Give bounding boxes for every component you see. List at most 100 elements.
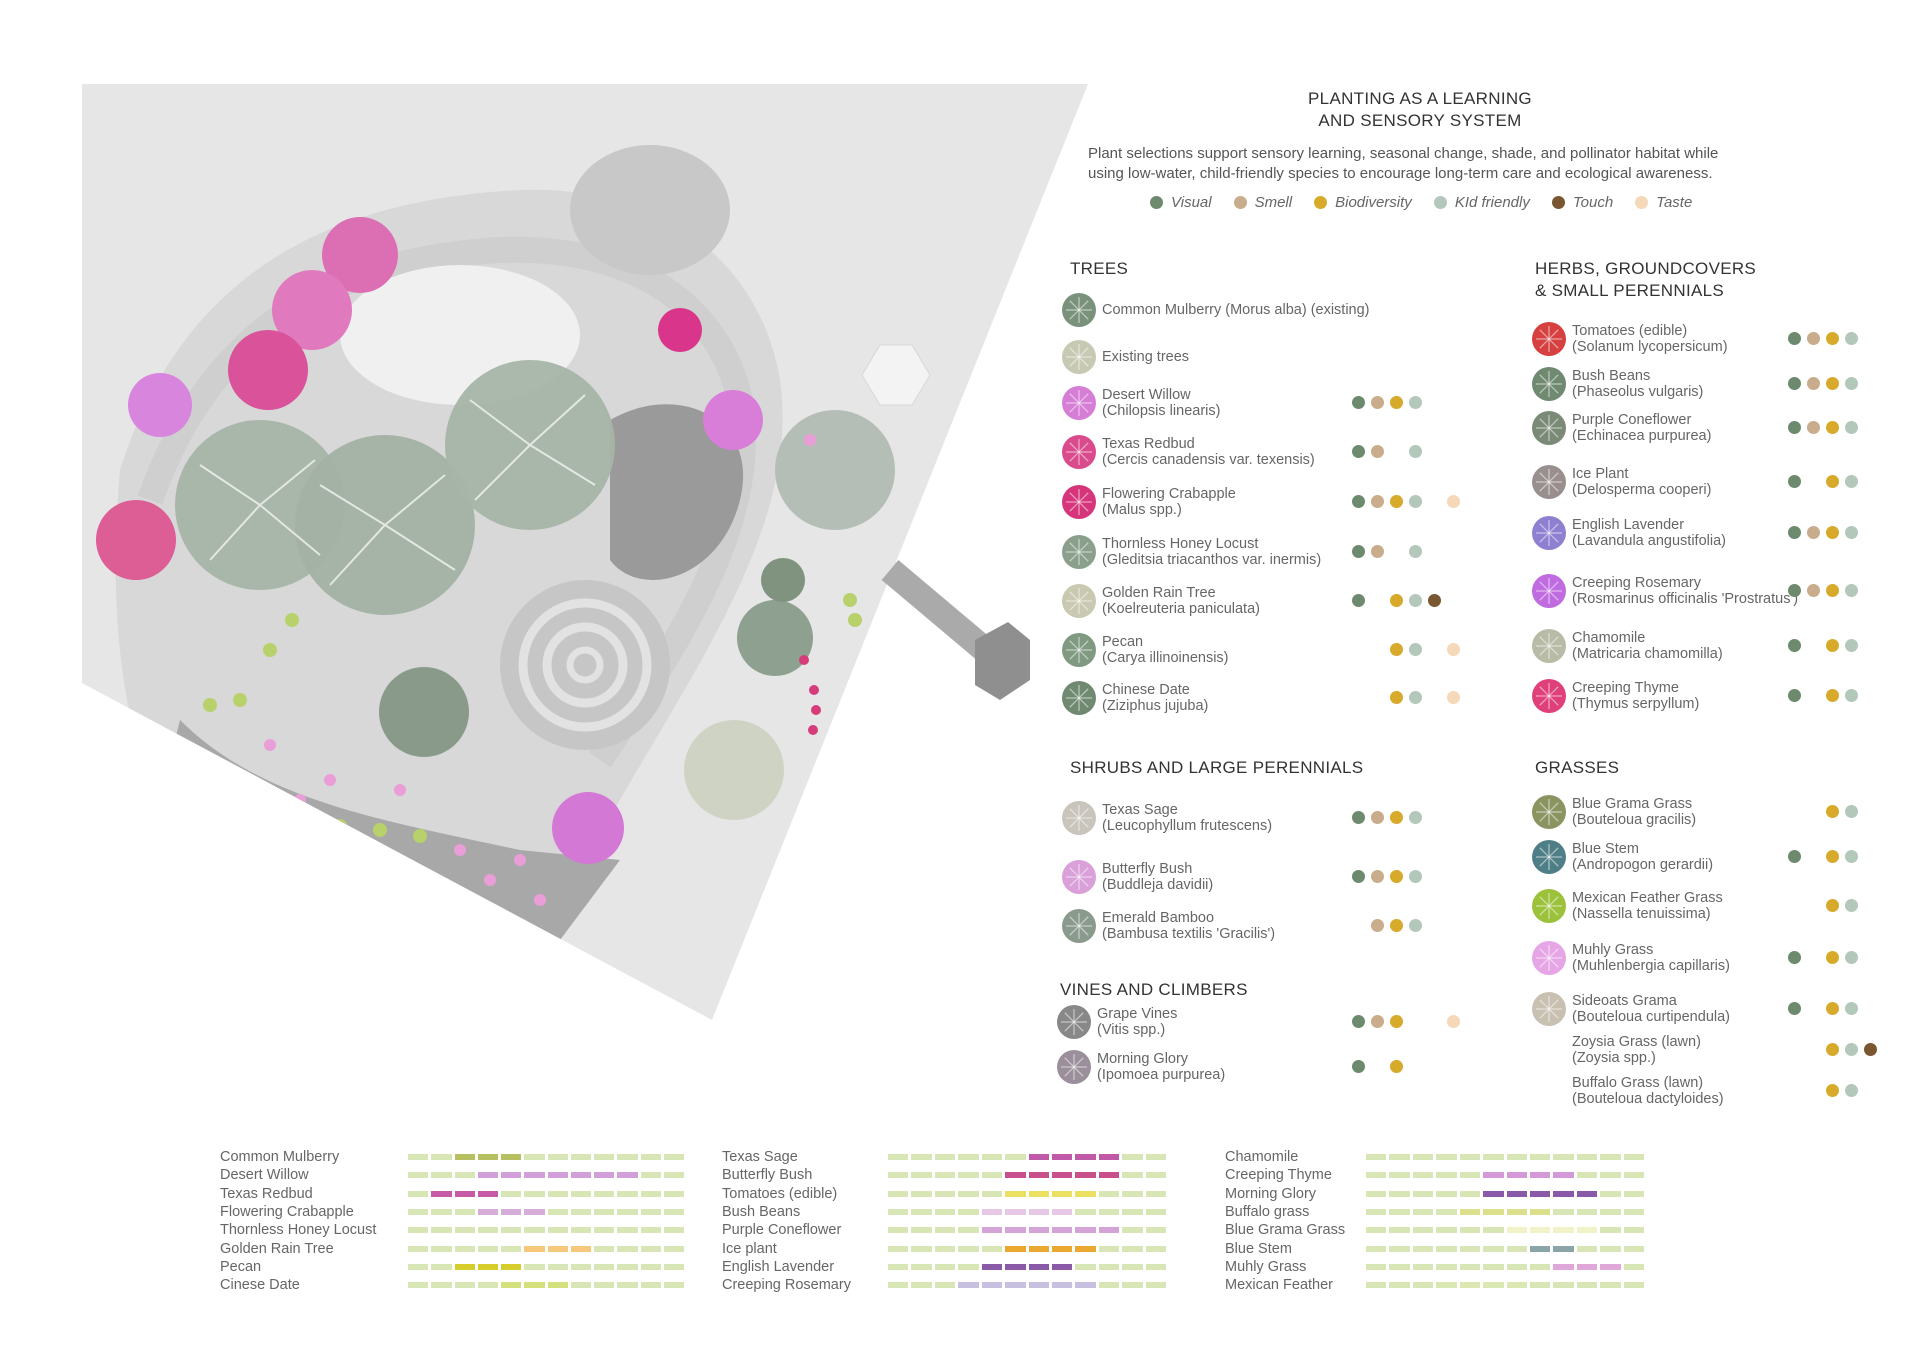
plant-common-name: Pecan xyxy=(1102,634,1144,650)
timeline-month xyxy=(1483,1227,1504,1234)
golden-rain-tree xyxy=(684,720,784,820)
timeline-month xyxy=(1412,1227,1434,1234)
timeline-month xyxy=(911,1208,932,1215)
plant-latin-name: (Ziziphus jujuba) xyxy=(1102,698,1209,714)
plant-latin-name: (Lavandula angustifolia) xyxy=(1572,533,1726,549)
timeline-month xyxy=(431,1190,452,1197)
timeline-month xyxy=(663,1208,684,1215)
timeline-month xyxy=(958,1227,979,1234)
lawn-area xyxy=(570,145,730,275)
legend-label: KId friendly xyxy=(1454,194,1530,211)
sense-dot xyxy=(1845,421,1858,434)
timeline-month xyxy=(958,1263,979,1270)
plant-symbol xyxy=(1062,340,1096,374)
hex-pavilion xyxy=(861,344,931,406)
timeline-month xyxy=(1389,1208,1410,1215)
plant-common-name: Existing trees xyxy=(1102,349,1190,365)
timeline-month xyxy=(1389,1172,1410,1179)
timeline-month xyxy=(1028,1190,1049,1197)
sense-dot xyxy=(1390,594,1403,607)
timeline-month xyxy=(888,1227,909,1234)
timeline-month xyxy=(1389,1227,1410,1234)
plant-entry: Morning Glory (Ipomoea purpurea) xyxy=(1055,1048,1225,1086)
plant-symbol xyxy=(1532,840,1566,874)
timeline-month xyxy=(570,1227,591,1234)
timeline-month xyxy=(431,1245,452,1252)
timeline-month xyxy=(501,1172,522,1179)
title-line: PLANTING AS A LEARNING xyxy=(1308,89,1532,108)
plant-entry: Buffalo Grass (lawn) (Bouteloua dactyloid… xyxy=(1530,1072,1724,1110)
timeline-month xyxy=(408,1190,429,1197)
timeline-month xyxy=(1028,1154,1049,1160)
sense-dot xyxy=(1390,1015,1403,1028)
timeline-month xyxy=(663,1154,684,1160)
timeline-month xyxy=(934,1172,956,1179)
timeline-label: Mexican Feather xyxy=(1225,1277,1333,1294)
plant-common-name: Emerald Bamboo xyxy=(1102,910,1215,926)
sense-dot xyxy=(1845,899,1858,912)
timeline-month xyxy=(524,1263,545,1270)
timeline-month xyxy=(1366,1282,1387,1289)
timeline-month xyxy=(1389,1245,1410,1252)
timeline-label: Thornless Honey Locust xyxy=(220,1222,377,1239)
timeline-bar xyxy=(1366,1154,1645,1160)
timeline-month xyxy=(1459,1172,1481,1179)
timeline-month xyxy=(934,1227,956,1234)
plant-common-name: Purple Coneflower xyxy=(1572,412,1692,428)
plant-name: Thornless Honey Locust (Gleditsia triacan… xyxy=(1102,536,1321,568)
lavender-icon xyxy=(1530,514,1568,552)
timeline-month xyxy=(911,1190,932,1197)
sense-dot xyxy=(1826,526,1839,539)
plant-common-name: Butterfly Bush xyxy=(1102,861,1193,877)
timeline-month xyxy=(477,1245,498,1252)
plant-entry: Zoysia Grass (lawn) (Zoysia spp.) xyxy=(1530,1031,1701,1069)
plant-common-name: Creeping Thyme xyxy=(1572,680,1679,696)
sense-dots xyxy=(1352,445,1462,458)
timeline-month xyxy=(1623,1227,1645,1234)
sense-dot xyxy=(1390,396,1403,409)
legend-label: Visual xyxy=(1171,194,1212,211)
sense-dots xyxy=(1352,495,1462,508)
plant-common-name: Texas Sage xyxy=(1102,802,1178,818)
timeline-month xyxy=(1051,1245,1073,1252)
timeline-month xyxy=(1529,1263,1551,1270)
plant-name: Texas Redbud (Cercis canadensis var. texe… xyxy=(1102,436,1315,468)
plant-name: Bush Beans (Phaseolus vulgaris) xyxy=(1572,368,1703,400)
plant-name: Desert Willow (Chilopsis linearis) xyxy=(1102,387,1220,419)
sense-dots xyxy=(1788,1084,1898,1097)
timeline-month xyxy=(477,1154,498,1160)
legend-dot xyxy=(1433,196,1447,209)
timeline-month xyxy=(617,1190,638,1197)
sense-legend: Visual Smell Biodiversity KId friendly Touch… xyxy=(1150,194,1692,211)
timeline-bar xyxy=(408,1263,684,1270)
sense-dot xyxy=(1845,1043,1858,1056)
timeline-month xyxy=(1576,1245,1598,1252)
plant-entry: Golden Rain Tree (Koelreuteria paniculata… xyxy=(1060,582,1260,620)
plant-entry: Chinese Date (Ziziphus jujuba) xyxy=(1060,679,1208,717)
timeline-month xyxy=(1436,1282,1457,1289)
timeline-bar xyxy=(888,1190,1167,1197)
sense-dot xyxy=(1390,643,1403,656)
plant-latin-name: (Andropogon gerardii) xyxy=(1572,857,1714,873)
plant-common-name: Tomatoes (edible) xyxy=(1572,323,1688,339)
timeline-month xyxy=(454,1245,475,1252)
sense-dot xyxy=(1390,1060,1403,1073)
sense-dot xyxy=(1826,689,1839,702)
plant-symbol xyxy=(1062,485,1096,519)
timeline-bar xyxy=(408,1208,684,1215)
plant-symbol xyxy=(1057,1005,1091,1039)
plant-symbol xyxy=(1532,465,1566,499)
plant-entry: Muhly Grass (Muhlenbergia capillaris) xyxy=(1530,939,1730,977)
timeline-month xyxy=(1576,1208,1598,1215)
timeline-month xyxy=(1576,1172,1598,1179)
section-herbs-line: HERBS, GROUNDCOVERS xyxy=(1535,259,1757,278)
plant-symbol xyxy=(1062,909,1096,943)
plant-latin-name: (Chilopsis linearis) xyxy=(1102,403,1221,419)
timeline-month xyxy=(477,1227,498,1234)
timeline-month xyxy=(1506,1208,1527,1215)
timeline-month xyxy=(570,1154,591,1160)
timeline-month xyxy=(1098,1172,1120,1179)
sense-dot xyxy=(1371,545,1384,558)
labyrinth-ring xyxy=(566,646,604,684)
pink-tree xyxy=(552,792,624,864)
